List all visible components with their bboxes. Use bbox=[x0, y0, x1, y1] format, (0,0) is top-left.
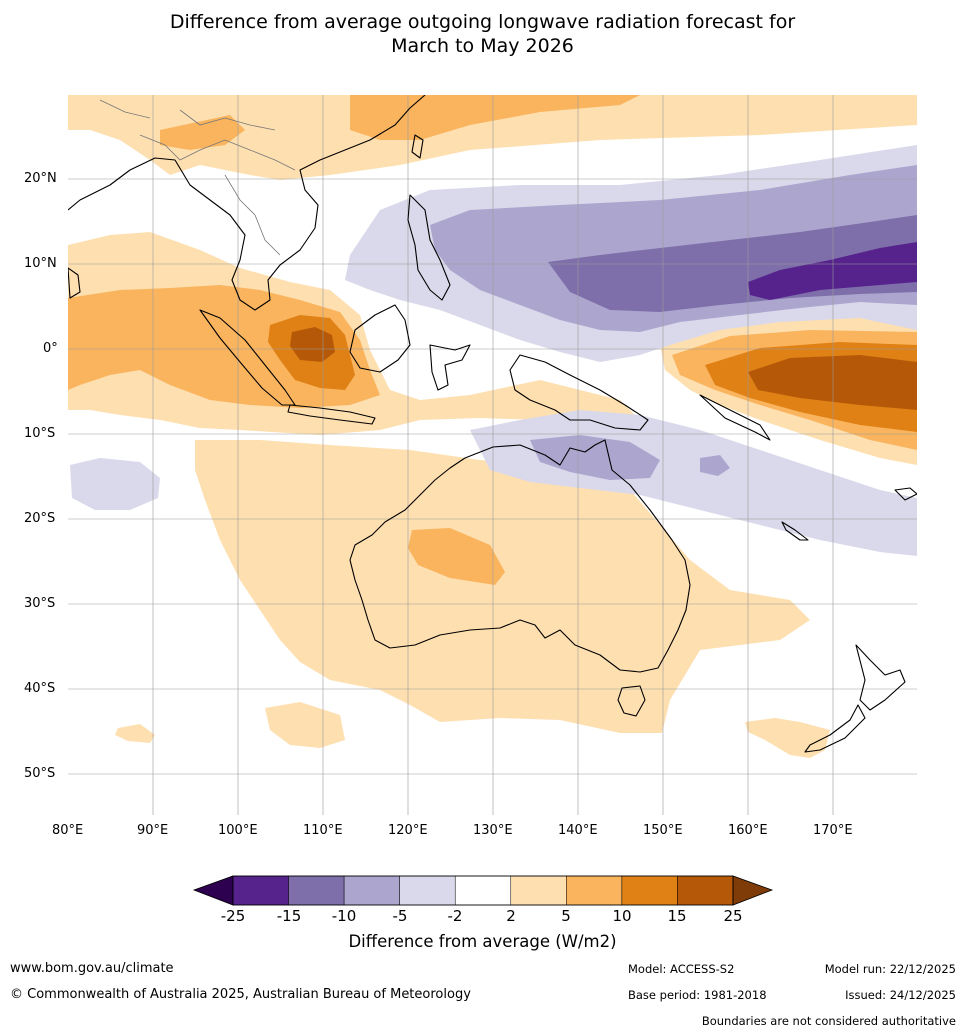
colorbar-tick-label: -2 bbox=[447, 907, 463, 925]
coastline-asia-mainland bbox=[68, 95, 426, 311]
lon-label-120e: 120°E bbox=[388, 823, 428, 838]
lat-label-20n: 20°N bbox=[24, 171, 57, 186]
colorbar-tick-label: -15 bbox=[276, 907, 302, 925]
colorbar-extend-low bbox=[192, 875, 234, 906]
anomaly-region-light-orange bbox=[68, 95, 917, 180]
colorbar-tick-label: 5 bbox=[561, 907, 571, 925]
anomaly-region-orange-australia bbox=[408, 528, 505, 585]
colorbar bbox=[192, 875, 774, 906]
coastline-tasmania bbox=[617, 685, 646, 717]
lat-label-50s: 50°S bbox=[24, 766, 56, 781]
anomaly-region-light-orange-new-zealand bbox=[745, 718, 830, 758]
coastline-java bbox=[287, 404, 376, 425]
anomaly-region-light-orange-australia bbox=[195, 440, 810, 733]
lon-label-170e: 170°E bbox=[813, 823, 853, 838]
coastline-sri-lanka bbox=[68, 267, 81, 299]
lat-label-40s: 40°S bbox=[24, 681, 56, 696]
coastline-australia bbox=[349, 439, 691, 673]
map-plot-area bbox=[68, 95, 917, 815]
coastline-solomon-islands bbox=[699, 394, 771, 441]
anomaly-region-darkest-orange-pacific bbox=[748, 355, 917, 410]
colorbar-segment bbox=[510, 875, 567, 906]
colorbar-segment bbox=[566, 875, 623, 906]
coastlines bbox=[68, 95, 917, 753]
coastline-new-zealand-north bbox=[855, 644, 906, 711]
anomaly-region-dark-purple-pacific bbox=[748, 242, 917, 300]
country-borders bbox=[99, 99, 296, 256]
colorbar-segment bbox=[343, 875, 400, 906]
lat-label-30s: 30°S bbox=[24, 596, 56, 611]
colorbar-extend-high bbox=[732, 875, 774, 906]
lon-label-90e: 90°E bbox=[137, 823, 169, 838]
title-line-1: Difference from average outgoing longwav… bbox=[169, 11, 796, 33]
colorbar-segment bbox=[232, 875, 289, 906]
footer-model-run: Model run: 22/12/2025 bbox=[824, 962, 956, 976]
anomaly-region-light-purple-coral-sea bbox=[530, 435, 660, 480]
colorbar-segment bbox=[454, 875, 512, 906]
colorbar-segment bbox=[677, 875, 734, 906]
coastline-philippines bbox=[407, 194, 451, 301]
colorbar-segment bbox=[399, 875, 456, 906]
colorbar-title: Difference from average (W/m2) bbox=[348, 932, 617, 951]
footer-disclaimer: Boundaries are not considered authoritat… bbox=[701, 1014, 956, 1028]
coastline-new-zealand-south bbox=[804, 704, 866, 753]
lon-label-100e: 100°E bbox=[218, 823, 258, 838]
footer-base-period: Base period: 1981-2018 bbox=[628, 988, 767, 1002]
lat-label-20s: 20°S bbox=[24, 511, 56, 526]
anomaly-region-orange-north bbox=[350, 95, 640, 140]
lon-label-160e: 160°E bbox=[728, 823, 768, 838]
anomaly-region-light-purple-pacific-islands bbox=[700, 455, 730, 476]
anomaly-region-lightest-purple-indian-ocean bbox=[70, 458, 160, 510]
lon-label-140e: 140°E bbox=[558, 823, 598, 838]
colorbar-tick-label: -25 bbox=[220, 907, 246, 925]
anomaly-region-light-orange-southern-ocean-west bbox=[115, 724, 155, 743]
colorbar-tick-label: 25 bbox=[723, 907, 743, 925]
colorbar-tick-label: 15 bbox=[667, 907, 687, 925]
title-line-2: March to May 2026 bbox=[391, 35, 574, 57]
coastline-new-guinea bbox=[509, 354, 649, 431]
colorbar-tick-label: -10 bbox=[331, 907, 357, 925]
colorbar-segment bbox=[621, 875, 678, 906]
colorbar-tick-label: -5 bbox=[392, 907, 408, 925]
lon-label-130e: 130°E bbox=[473, 823, 513, 838]
lat-label-0: 0° bbox=[43, 341, 58, 356]
lon-label-80e: 80°E bbox=[52, 823, 84, 838]
map-title: Difference from average outgoing longwav… bbox=[0, 10, 965, 58]
lat-label-10s: 10°S bbox=[24, 426, 56, 441]
anomaly-region-darkest-orange-maritime bbox=[290, 327, 335, 362]
colorbar-segments bbox=[232, 875, 734, 906]
anomaly-region-light-orange-southern-ocean bbox=[265, 702, 345, 748]
footer-issued: Issued: 24/12/2025 bbox=[845, 988, 956, 1002]
lat-label-10n: 10°N bbox=[24, 256, 57, 271]
footer-copyright: © Commonwealth of Australia 2025, Austra… bbox=[10, 987, 471, 1002]
colorbar-tick-label: 10 bbox=[612, 907, 632, 925]
colorbar-segment bbox=[288, 875, 345, 906]
coastline-taiwan bbox=[411, 134, 424, 159]
lon-label-150e: 150°E bbox=[643, 823, 683, 838]
lon-label-110e: 110°E bbox=[303, 823, 343, 838]
footer-model: Model: ACCESS-S2 bbox=[628, 962, 735, 976]
map-graticule bbox=[68, 95, 917, 815]
footer-website: www.bom.gov.au/climate bbox=[10, 961, 174, 976]
coastline-borneo bbox=[349, 304, 411, 373]
coastline-fiji bbox=[894, 487, 917, 501]
coastline-sulawesi bbox=[429, 344, 471, 391]
colorbar-tick-label: 2 bbox=[506, 907, 516, 925]
anomaly-region-orange-indochina bbox=[160, 115, 245, 150]
coastline-new-caledonia bbox=[781, 521, 809, 541]
colorbar-frame bbox=[232, 875, 734, 906]
